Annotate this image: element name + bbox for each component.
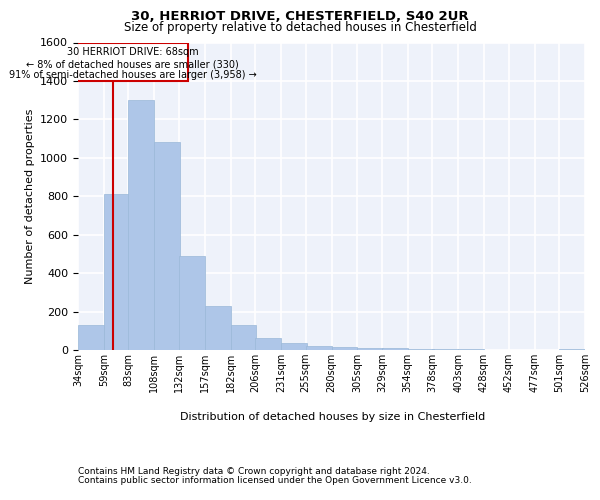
Bar [128, 100, 154, 350]
Text: 91% of semi-detached houses are larger (3,958) →: 91% of semi-detached houses are larger (… [9, 70, 256, 81]
Bar [357, 348, 383, 350]
Bar [205, 306, 230, 350]
Bar [382, 348, 408, 350]
Text: Contains public sector information licensed under the Open Government Licence v3: Contains public sector information licen… [78, 476, 472, 485]
Bar [559, 349, 585, 350]
Text: Size of property relative to detached houses in Chesterfield: Size of property relative to detached ho… [124, 21, 476, 34]
Bar [433, 349, 458, 350]
Bar [78, 325, 104, 350]
Bar [230, 325, 256, 350]
FancyBboxPatch shape [77, 44, 188, 81]
Bar [306, 346, 331, 350]
Bar [104, 194, 130, 350]
Bar [281, 344, 307, 350]
Bar [408, 349, 434, 350]
Text: ← 8% of detached houses are smaller (330): ← 8% of detached houses are smaller (330… [26, 59, 239, 69]
Text: 30, HERRIOT DRIVE, CHESTERFIELD, S40 2UR: 30, HERRIOT DRIVE, CHESTERFIELD, S40 2UR [131, 10, 469, 23]
Y-axis label: Number of detached properties: Number of detached properties [25, 108, 35, 284]
Bar [331, 347, 357, 350]
Bar [154, 142, 180, 350]
Text: 30 HERRIOT DRIVE: 68sqm: 30 HERRIOT DRIVE: 68sqm [67, 47, 199, 57]
Bar [179, 256, 205, 350]
Text: Contains HM Land Registry data © Crown copyright and database right 2024.: Contains HM Land Registry data © Crown c… [78, 468, 430, 476]
Text: Distribution of detached houses by size in Chesterfield: Distribution of detached houses by size … [181, 412, 485, 422]
Bar [255, 338, 281, 350]
